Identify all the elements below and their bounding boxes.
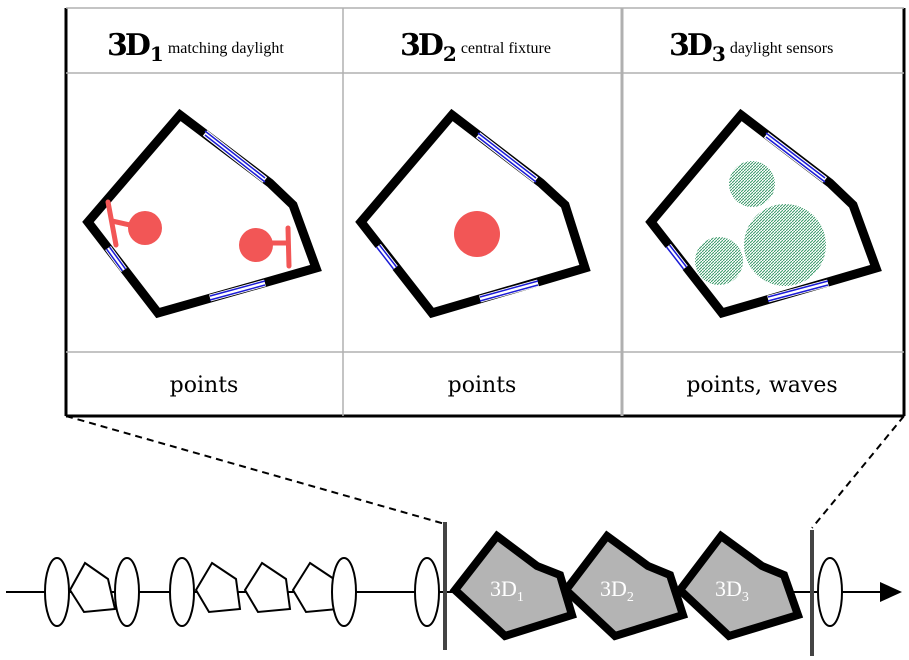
- window-line: [665, 246, 685, 270]
- timeline-room-small: [68, 561, 117, 614]
- column-header-3d2: 3D 2 central fixture: [400, 28, 551, 66]
- timeline-room-3d1-label: 3D1: [490, 576, 524, 605]
- floorplan-3d3-window-bottom: [767, 279, 829, 303]
- timeline-room-small: [291, 561, 340, 614]
- footer-3d3: points, waves: [686, 373, 837, 398]
- header-3d1-subscript: 1: [150, 42, 164, 66]
- footer-3d2: points: [448, 373, 517, 398]
- timeline-marker: [44, 557, 70, 627]
- header-3d2-base: 3D: [400, 28, 443, 63]
- window-line: [767, 284, 829, 302]
- header-3d3-subscript: 3: [712, 42, 726, 66]
- sensor-zone-left-icon: [695, 237, 743, 285]
- window-line: [765, 132, 826, 179]
- timeline-room-3d1: [449, 530, 577, 641]
- header-3d2-subscript: 2: [443, 42, 457, 66]
- lamp-icon: [239, 228, 273, 262]
- floorplan-3d2-window-bottom: [479, 279, 539, 303]
- floorplan-3d2-walls: [355, 108, 591, 319]
- zoom-connector-left: [65, 415, 446, 525]
- floorplan-3d3: [645, 108, 882, 319]
- floorplan-3d1-walls: [82, 108, 322, 319]
- window-line: [668, 244, 688, 268]
- window-line: [477, 132, 537, 179]
- window-line: [479, 284, 539, 302]
- lamp-icon: [128, 211, 162, 245]
- header-3d3-base: 3D: [669, 28, 712, 63]
- footer-3d1: points: [170, 373, 239, 398]
- floorplan-3d1-window-top: [202, 130, 268, 183]
- floorplan-3d3-window-top: [763, 132, 828, 183]
- window-line: [479, 280, 539, 298]
- window-line: [378, 244, 398, 268]
- window-line: [375, 246, 395, 270]
- lamp-bracket: [105, 199, 119, 248]
- window-line: [477, 136, 537, 183]
- floorplan-3d1: [82, 108, 322, 319]
- lamp-bracket: [285, 225, 292, 269]
- window-line: [209, 284, 266, 301]
- window-line: [105, 248, 124, 272]
- timeline-marker: [114, 557, 140, 627]
- design-table: [64, 7, 906, 418]
- sensor-zone-small-icon: [729, 161, 775, 207]
- central-fixture-icon: [454, 211, 500, 257]
- timeline-room-small: [243, 561, 292, 614]
- sensor-zone-large-icon: [744, 204, 826, 286]
- timeline-marker: [414, 557, 440, 627]
- header-3d1-desc: matching daylight: [168, 40, 285, 57]
- column-header-3d3: 3D 3 daylight sensors: [669, 28, 833, 66]
- column-header-3d1: 3D 1 matching daylight: [107, 28, 284, 66]
- timeline-room-3d3-label: 3D3: [715, 576, 749, 605]
- floorplan-3d1-window-left: [105, 245, 127, 273]
- floorplan-3d3-window-left: [665, 243, 688, 271]
- lamp-arm: [111, 218, 131, 228]
- header-3d1-base: 3D: [107, 28, 150, 63]
- timeline-marker: [331, 557, 357, 627]
- window-line: [765, 136, 826, 183]
- floorplan-3d3-walls: [645, 108, 882, 319]
- timeline-room-3d2: [560, 530, 689, 641]
- window-line: [767, 280, 829, 298]
- window-line: [209, 280, 266, 297]
- timeline-marker: [169, 557, 195, 627]
- window-line: [204, 130, 266, 179]
- window-line: [108, 246, 127, 270]
- window-line: [204, 134, 266, 183]
- floorplan-3d2-window-top: [475, 132, 539, 183]
- floorplan-3d1-window-bottom: [209, 279, 266, 302]
- timeline: 3D1 3D2 3D3: [6, 522, 902, 656]
- timeline-room-3d3: [674, 530, 804, 641]
- zoom-connector-right: [811, 415, 905, 529]
- timeline-marker: [817, 557, 843, 627]
- floorplan-3d2: [355, 108, 591, 319]
- timeline-room-small: [194, 561, 242, 614]
- timeline-arrow-icon: [880, 582, 902, 602]
- header-3d2-desc: central fixture: [461, 40, 551, 57]
- timeline-room-3d2-label: 3D2: [600, 576, 634, 605]
- floorplan-3d2-window-left: [375, 243, 398, 271]
- header-3d3-desc: daylight sensors: [730, 40, 834, 57]
